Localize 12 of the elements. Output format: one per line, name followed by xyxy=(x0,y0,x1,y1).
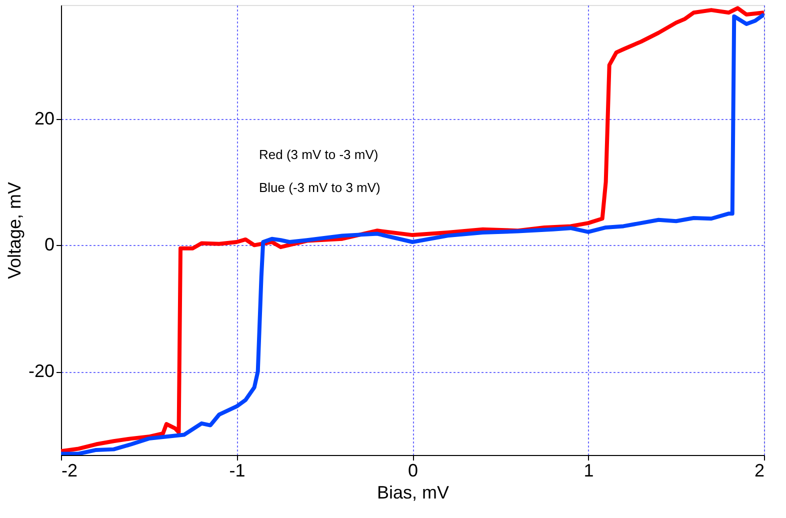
x-tick-label: -2 xyxy=(62,460,78,480)
x-tick-label: 0 xyxy=(408,460,418,480)
y-tick-label: 20 xyxy=(34,108,54,128)
y-tick-label: -20 xyxy=(28,361,54,382)
annotation: Red (3 mV to -3 mV) xyxy=(259,147,378,162)
y-axis-title: Voltage, mV xyxy=(4,182,24,280)
x-tick-label: 2 xyxy=(754,460,764,480)
y-tick-label: 0 xyxy=(44,234,54,255)
x-tick-label: 1 xyxy=(584,460,594,480)
x-tick-label: -1 xyxy=(229,460,246,480)
x-axis-title: Bias, mV xyxy=(376,482,450,502)
annotation: Blue (-3 mV to 3 mV) xyxy=(259,180,380,195)
